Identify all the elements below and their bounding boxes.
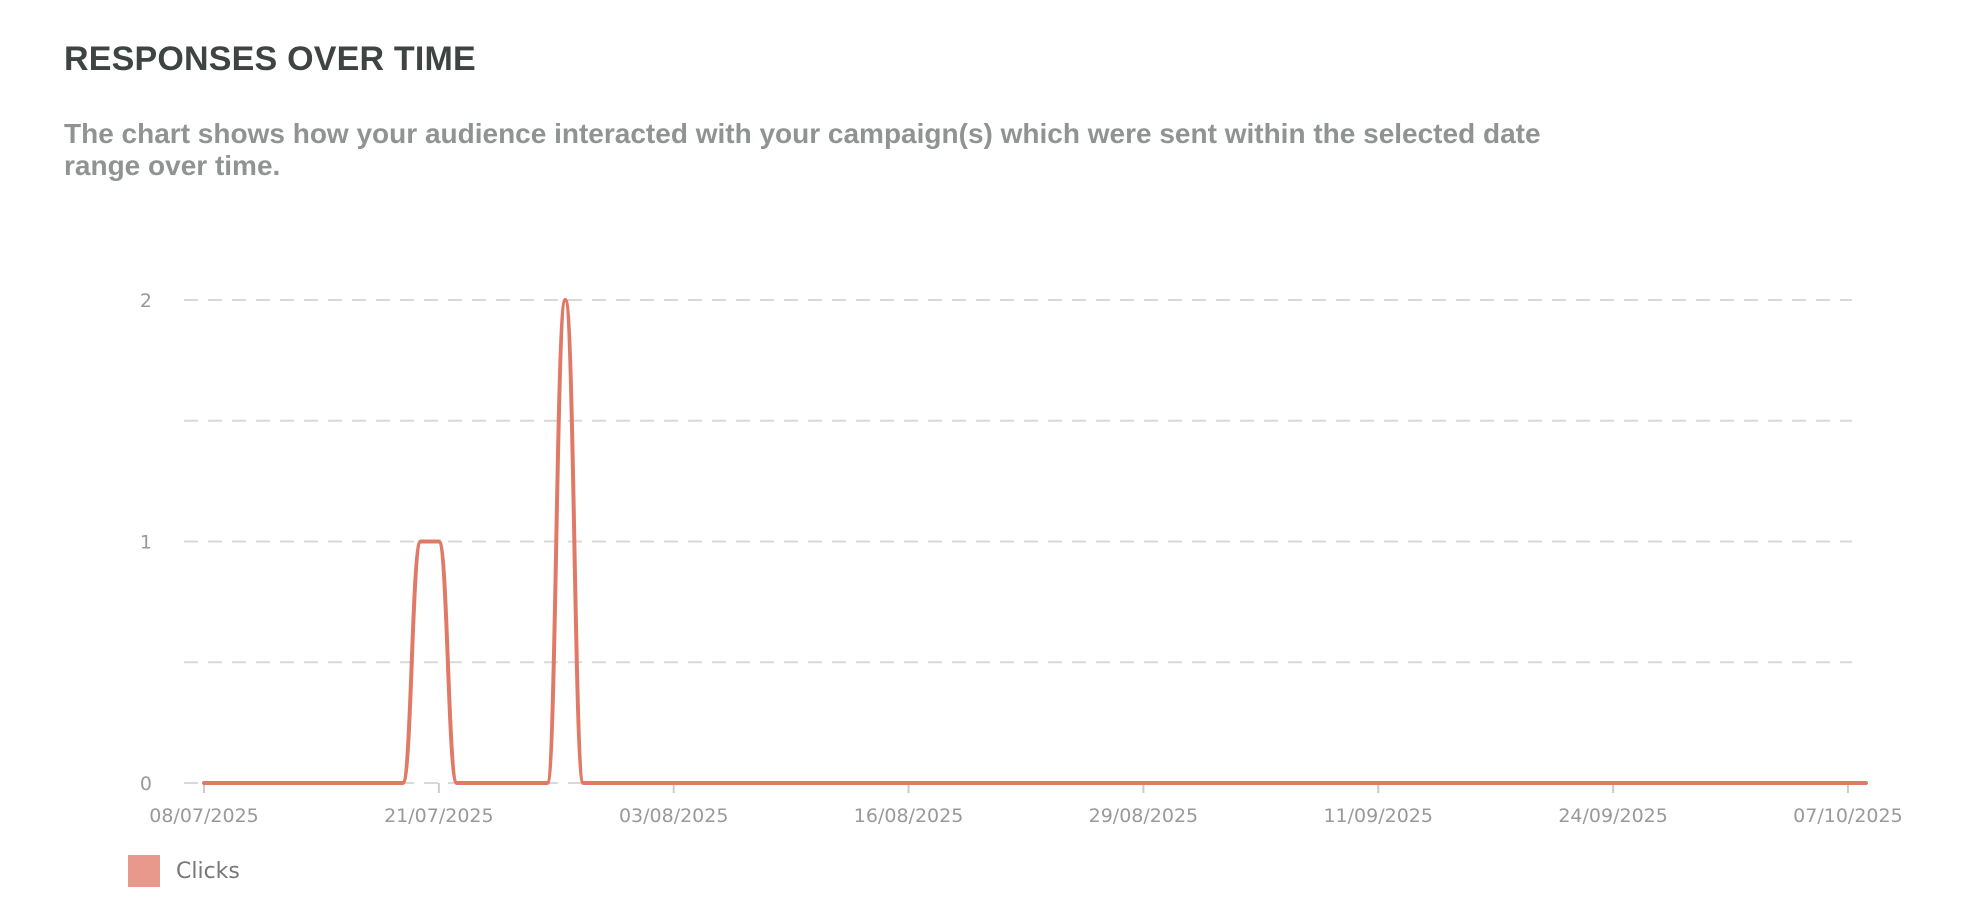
x-tick-label: 24/09/2025 bbox=[1558, 805, 1668, 827]
x-tick-label: 11/09/2025 bbox=[1323, 805, 1433, 827]
y-axis: 0 1 2 bbox=[140, 290, 152, 795]
chart-description: The chart shows how your audience intera… bbox=[64, 118, 1541, 181]
legend-swatch-clicks[interactable] bbox=[128, 855, 160, 887]
legend-label-clicks[interactable]: Clicks bbox=[176, 858, 240, 884]
x-tick-label: 08/07/2025 bbox=[149, 805, 259, 827]
x-tick-label: 29/08/2025 bbox=[1089, 805, 1199, 827]
x-tick-label: 21/07/2025 bbox=[384, 805, 494, 827]
x-tick-label: 03/08/2025 bbox=[619, 805, 729, 827]
x-tick-label: 07/10/2025 bbox=[1793, 805, 1903, 827]
series-layer bbox=[202, 298, 1868, 786]
y-tick-label: 2 bbox=[140, 290, 152, 312]
page-title: RESPONSES OVER TIME bbox=[64, 40, 476, 78]
x-axis: 08/07/2025 21/07/2025 03/08/2025 16/08/2025… bbox=[149, 783, 1903, 827]
x-tick-label: 16/08/2025 bbox=[854, 805, 964, 827]
y-tick-label: 0 bbox=[140, 773, 152, 795]
line-chart: 08/07/2025 21/07/2025 03/08/2025 16/08/2025… bbox=[140, 290, 1903, 827]
legend[interactable]: Clicks bbox=[128, 855, 240, 887]
y-tick-label: 1 bbox=[140, 532, 152, 554]
series-line-clicks[interactable] bbox=[202, 298, 1868, 786]
